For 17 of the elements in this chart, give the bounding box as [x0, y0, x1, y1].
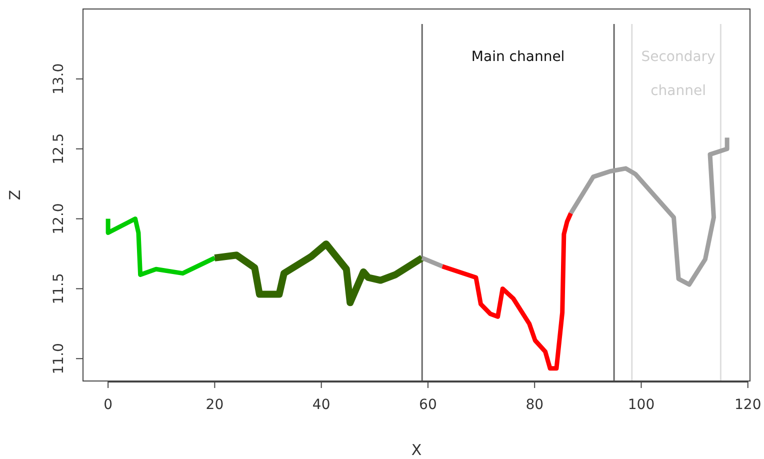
x-tick-label: 40 — [312, 397, 330, 413]
x-tick-label: 20 — [206, 397, 224, 413]
x-axis-title: X — [411, 441, 422, 459]
x-tick-label: 120 — [734, 397, 762, 413]
x-tick-label: 0 — [104, 397, 113, 413]
y-tick-label: 12.0 — [51, 203, 67, 234]
line-series — [440, 210, 574, 371]
x-tick-label: 100 — [628, 397, 655, 413]
y-tick-label: 13.0 — [51, 63, 67, 95]
annotation: Main channel — [471, 48, 565, 65]
y-tick-label: 11.5 — [51, 273, 67, 304]
x-tick-label: 60 — [419, 397, 437, 413]
y-axis-title: Z — [6, 190, 24, 200]
line-series — [106, 216, 217, 277]
y-tick-label: 11.0 — [51, 343, 67, 374]
y-tick-label: 12.5 — [51, 133, 67, 164]
x-tick-label: 80 — [526, 397, 544, 413]
